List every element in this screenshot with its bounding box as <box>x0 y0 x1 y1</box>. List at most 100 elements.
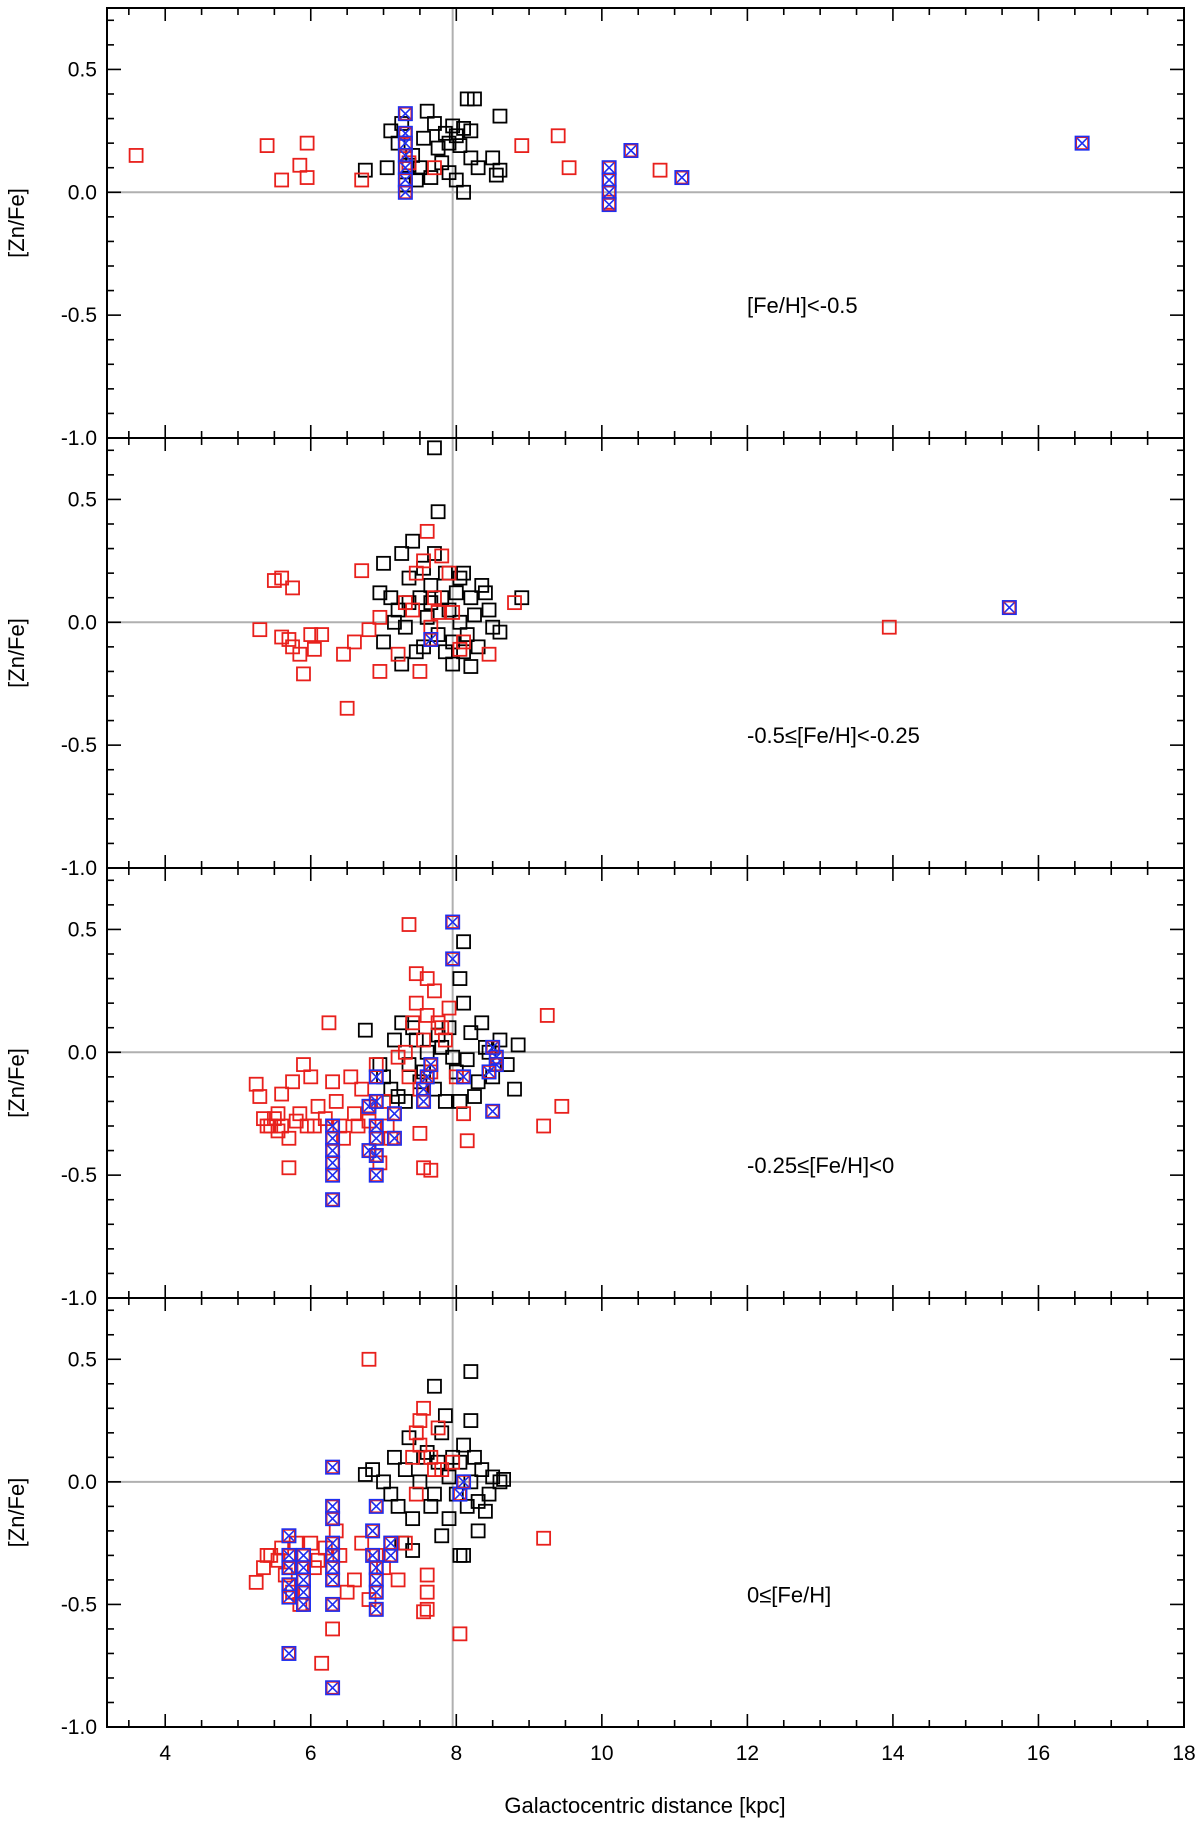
x-tick-label: 10 <box>590 1742 613 1765</box>
data-point-black <box>434 1425 450 1441</box>
data-point-blue <box>416 1093 432 1109</box>
panel-3: -1.0 -0.5 0.0 0.5 [Zn/Fe] -0.25≤[Fe/H]<0 <box>4 867 1185 1310</box>
data-point-cross <box>369 1560 384 1575</box>
data-point-red <box>274 1086 290 1102</box>
data-point-edge <box>370 1586 383 1599</box>
data-point-red <box>306 641 322 657</box>
data-point-red <box>339 700 355 716</box>
data-point-black <box>456 184 471 200</box>
data-point-edge <box>326 1574 339 1586</box>
data-point-red <box>419 1584 435 1600</box>
data-point-black <box>441 602 457 618</box>
data-point-black <box>463 590 479 606</box>
data-point-black <box>423 578 439 593</box>
data-point-black <box>452 1094 468 1109</box>
data-point-red <box>881 619 897 635</box>
data-point-cross <box>445 914 460 930</box>
data-point-black <box>463 1413 479 1428</box>
data-point-cross <box>296 1560 311 1575</box>
data-point-red <box>507 595 522 611</box>
data-point-red <box>536 1118 552 1134</box>
data-point-red <box>354 1081 370 1097</box>
data-point-cross <box>325 1192 340 1207</box>
data-point-red <box>437 1032 453 1048</box>
data-point-red <box>397 1044 413 1060</box>
data-point-black <box>463 1025 479 1041</box>
data-point-red <box>321 1015 337 1031</box>
data-point-black <box>485 150 501 166</box>
x-tick-label: 6 <box>305 1742 317 1765</box>
data-point-red <box>248 1076 264 1092</box>
data-point-cross <box>602 160 617 175</box>
data-point-cross <box>325 1118 340 1134</box>
data-point-cross <box>369 1131 384 1146</box>
data-point-black <box>452 1548 468 1563</box>
x-tick-label: 16 <box>1027 1742 1050 1765</box>
data-point-black <box>478 1503 493 1519</box>
data-point-black <box>510 1037 526 1053</box>
y-tick-label: 0.0 <box>68 1041 97 1064</box>
data-point-black <box>437 1408 453 1424</box>
data-point-cross <box>485 1104 500 1119</box>
data-point-red <box>419 523 435 539</box>
data-point-red <box>259 138 275 154</box>
data-point-cross <box>325 1155 340 1170</box>
data-point-black <box>387 614 402 630</box>
data-point-blue <box>674 170 690 186</box>
data-point-black <box>430 140 446 156</box>
data-point-black <box>441 1511 457 1527</box>
data-point-black <box>445 118 461 134</box>
data-point-red <box>372 609 388 625</box>
data-point-black <box>481 602 497 618</box>
data-point-red <box>419 1008 435 1023</box>
data-point-black <box>445 1049 461 1065</box>
data-point-red <box>408 995 424 1011</box>
data-point-black <box>427 116 442 131</box>
data-point-red <box>401 917 417 932</box>
data-point-red <box>419 1601 435 1617</box>
data-point-blue <box>485 1039 501 1055</box>
data-point-cross <box>281 1646 296 1661</box>
data-point-blue <box>281 1528 297 1544</box>
x-tick-label: 18 <box>1172 1742 1195 1765</box>
data-point-cross <box>325 1168 340 1183</box>
panel-frame <box>106 1297 1185 1728</box>
data-point-blue <box>281 1560 297 1576</box>
data-point-edge <box>366 1524 379 1537</box>
data-point-black <box>365 1462 381 1477</box>
data-point-black <box>441 165 457 181</box>
data-point-cross <box>325 1536 340 1551</box>
data-point-red <box>456 1106 471 1122</box>
data-point-cross <box>602 172 617 188</box>
data-point-cross <box>1002 600 1017 615</box>
data-point-red <box>423 1162 439 1178</box>
data-point-blue <box>445 951 461 967</box>
data-point-red <box>339 1584 355 1600</box>
data-point-red <box>336 1130 351 1146</box>
data-point-red <box>256 1560 271 1576</box>
y-tick-label: -0.5 <box>61 1593 97 1616</box>
data-point-red <box>274 570 290 586</box>
data-point-edge <box>446 953 459 965</box>
data-point-blue <box>281 1589 297 1605</box>
data-point-black <box>437 565 453 581</box>
data-point-cross <box>281 1577 296 1592</box>
data-point-blue <box>281 1645 297 1661</box>
data-point-black <box>416 130 431 146</box>
data-point-red <box>390 1572 406 1588</box>
data-point-red <box>303 627 319 642</box>
data-point-edge <box>283 1591 295 1603</box>
data-point-blue <box>397 106 413 122</box>
data-point-black <box>470 160 486 176</box>
data-point-red <box>401 1069 417 1085</box>
data-point-cross <box>365 1548 380 1563</box>
data-point-black <box>452 971 468 986</box>
data-point-black <box>496 1472 511 1487</box>
data-point-red <box>416 1604 431 1620</box>
data-point-black <box>467 91 482 107</box>
data-point-edge <box>446 916 459 928</box>
panel-2: -1.0 -0.5 0.0 0.5 [Zn/Fe] -0.5≤[Fe/H]<-0.25 <box>4 437 1185 880</box>
data-point-cross <box>398 148 413 163</box>
data-point-black <box>463 659 479 674</box>
